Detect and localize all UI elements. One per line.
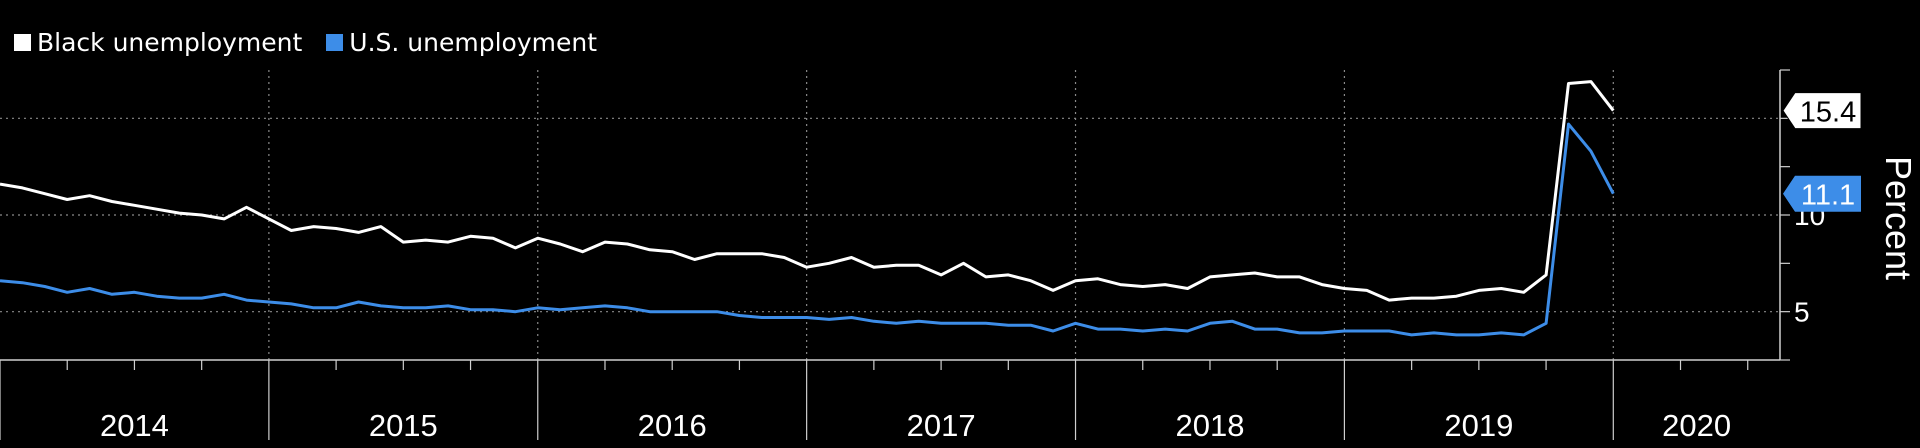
x-tick-label-2020: 2020: [1662, 408, 1731, 443]
x-tick-label-2017: 2017: [907, 408, 976, 443]
x-tick-label-2018: 2018: [1175, 408, 1244, 443]
end-label-value-1: 11.1: [1801, 180, 1855, 212]
x-tick-label-2019: 2019: [1444, 408, 1513, 443]
x-tick-label-2015: 2015: [369, 408, 438, 443]
end-label-value-0: 15.4: [1800, 97, 1856, 129]
legend-swatch-black: [14, 34, 31, 51]
legend-item-us: U.S. unemployment: [326, 28, 597, 57]
legend-swatch-us: [326, 34, 344, 51]
y-tick-label-5: 5: [1794, 297, 1810, 328]
series-line-0: [0, 80, 1615, 302]
legend-label-black: Black unemployment: [37, 28, 303, 57]
legend-label-us: U.S. unemployment: [349, 28, 598, 57]
series-line-1: [0, 122, 1615, 337]
end-label-tag-0: [1782, 92, 1862, 130]
legend: Black unemployment U.S. unemployment: [14, 28, 621, 57]
y-axis-label: Percent: [1878, 156, 1919, 280]
x-tick-label-2014: 2014: [100, 408, 169, 443]
end-label-tag-1: [1783, 175, 1861, 212]
x-tick-label-2016: 2016: [638, 408, 707, 443]
legend-item-black: Black unemployment: [14, 28, 302, 57]
